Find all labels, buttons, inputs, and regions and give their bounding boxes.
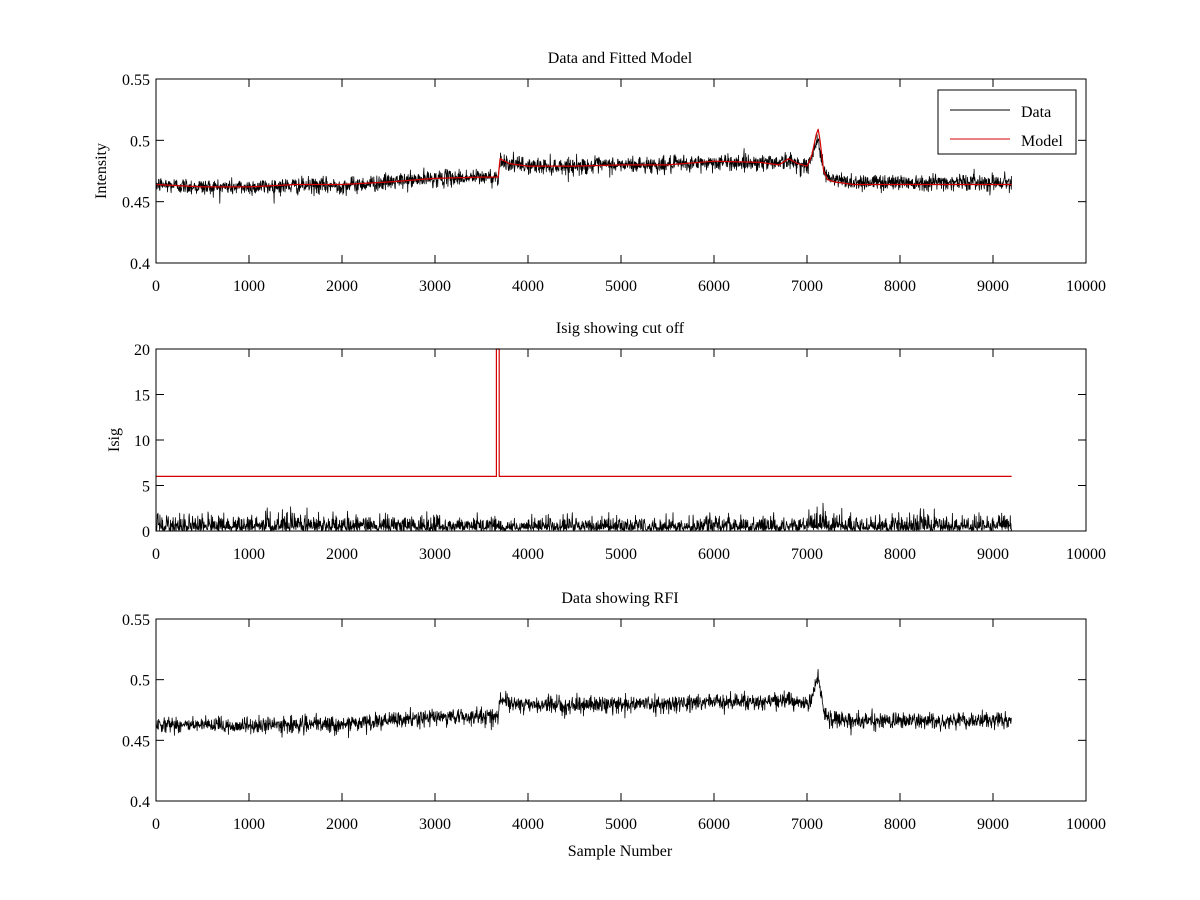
top-xtick-label: 9000: [977, 278, 1009, 295]
middle-ylabel: Isig: [106, 428, 123, 452]
top-xtick-label: 0: [152, 278, 160, 295]
middle-xtick-label: 9000: [977, 546, 1009, 563]
legend-frame: [937, 89, 1077, 155]
legend-data-label: Data: [1021, 104, 1051, 121]
bottom-xtick-label: 7000: [791, 816, 823, 833]
middle-xtick-label: 3000: [419, 546, 451, 563]
middle-ytick-label: 15: [134, 388, 150, 405]
top-xtick-label: 6000: [698, 278, 730, 295]
middle-ticks: 0 1000 2000 3000 4000 5000 6000 7000 8000 9000 100…: [134, 342, 1106, 563]
middle-xtick-label: 6000: [698, 546, 730, 563]
bottom-xtick-label: 10000: [1066, 816, 1106, 833]
top-ytick-label: 0.45: [122, 195, 150, 212]
top-ytick-label: 0.5: [130, 133, 150, 150]
panel-bottom: Data showing RFI 0 1000 2000 3000 4000 5000 60…: [122, 590, 1106, 860]
top-xtick-label: 3000: [419, 278, 451, 295]
middle-series-0-line: [155, 502, 1012, 532]
middle-xtick-label: 10000: [1066, 546, 1106, 563]
bottom-xtick-label: 2000: [326, 816, 358, 833]
top-legend: Data Model: [937, 89, 1077, 155]
top-xtick-label: 10000: [1066, 278, 1106, 295]
bottom-title: Data showing RFI: [561, 590, 678, 607]
middle-ytick-label: 5: [142, 479, 150, 496]
middle-xtick-label: 8000: [884, 546, 916, 563]
middle-ytick-label: 10: [134, 433, 150, 450]
panel-top: Data and Fitted Model Intensity 0 1000 200…: [93, 50, 1106, 295]
middle-xtick-label: 4000: [512, 546, 544, 563]
top-xtick-label: 7000: [791, 278, 823, 295]
bottom-ytick-label: 0.55: [122, 612, 150, 629]
legend-model-label: Model: [1021, 133, 1063, 150]
bottom-series-group: [155, 669, 1012, 739]
top-xtick-label: 1000: [233, 278, 265, 295]
top-xtick-label: 4000: [512, 278, 544, 295]
bottom-ytick-label: 0.4: [130, 794, 150, 811]
top-xtick-label: 2000: [326, 278, 358, 295]
bottom-xtick-label: 0: [152, 816, 160, 833]
top-series-data-line: [155, 134, 1012, 204]
bottom-xtick-label: 3000: [419, 816, 451, 833]
bottom-xtick-label: 5000: [605, 816, 637, 833]
bottom-ytick-label: 0.45: [122, 733, 150, 750]
top-ylabel: Intensity: [93, 143, 110, 199]
top-ytick-label: 0.55: [122, 72, 150, 89]
middle-xtick-label: 5000: [605, 546, 637, 563]
top-xtick-label: 5000: [605, 278, 637, 295]
bottom-xtick-label: 4000: [512, 816, 544, 833]
bottom-ytick-label: 0.5: [130, 673, 150, 690]
top-ticks: 0 1000 2000 3000 4000 5000 6000 7000 8000 9000 100…: [122, 72, 1106, 295]
bottom-series-0-line: [155, 669, 1012, 739]
top-series-model-line: [155, 128, 1012, 188]
bottom-xtick-label: 8000: [884, 816, 916, 833]
top-ytick-label: 0.4: [130, 256, 150, 273]
bottom-xlabel: Sample Number: [568, 843, 673, 860]
bottom-xtick-label: 6000: [698, 816, 730, 833]
middle-title: Isig showing cut off: [556, 320, 685, 337]
bottom-xtick-label: 9000: [977, 816, 1009, 833]
panel-middle: Isig showing cut off Isig 0 1000 2000 3000 4…: [106, 320, 1106, 563]
top-series-group: [155, 128, 1012, 204]
top-xtick-label: 8000: [884, 278, 916, 295]
middle-xtick-label: 0: [152, 546, 160, 563]
bottom-ticks: 0 1000 2000 3000 4000 5000 6000 7000 8000 9000 100…: [122, 612, 1106, 833]
middle-xtick-label: 2000: [326, 546, 358, 563]
middle-ytick-label: 0: [142, 524, 150, 541]
bottom-xtick-label: 1000: [233, 816, 265, 833]
middle-ytick-label: 20: [134, 342, 150, 359]
middle-xtick-label: 7000: [791, 546, 823, 563]
middle-xtick-label: 1000: [233, 546, 265, 563]
top-title: Data and Fitted Model: [548, 50, 693, 67]
